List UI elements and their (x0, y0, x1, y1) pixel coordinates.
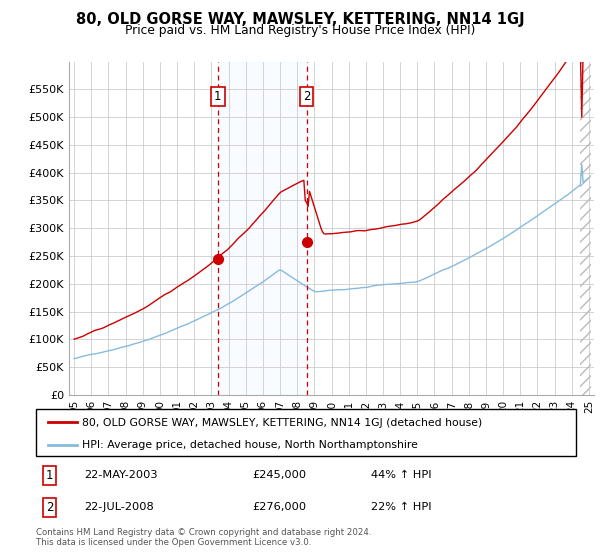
Text: 22-JUL-2008: 22-JUL-2008 (85, 502, 154, 512)
Text: 22% ↑ HPI: 22% ↑ HPI (371, 502, 431, 512)
Bar (218, 62, 307, 395)
Text: Contains HM Land Registry data © Crown copyright and database right 2024.
This d: Contains HM Land Registry data © Crown c… (36, 528, 371, 547)
Text: 44% ↑ HPI: 44% ↑ HPI (371, 470, 431, 480)
Text: £276,000: £276,000 (252, 502, 306, 512)
Text: 22-MAY-2003: 22-MAY-2003 (85, 470, 158, 480)
Text: HPI: Average price, detached house, North Northamptonshire: HPI: Average price, detached house, Nort… (82, 441, 418, 450)
Bar (580, 62, 592, 395)
Text: 1: 1 (214, 90, 221, 103)
Text: Price paid vs. HM Land Registry's House Price Index (HPI): Price paid vs. HM Land Registry's House … (125, 24, 475, 36)
Text: £245,000: £245,000 (252, 470, 306, 480)
Text: 80, OLD GORSE WAY, MAWSLEY, KETTERING, NN14 1GJ: 80, OLD GORSE WAY, MAWSLEY, KETTERING, N… (76, 12, 524, 27)
Text: 2: 2 (303, 90, 310, 103)
Text: 2: 2 (46, 501, 53, 514)
Text: 80, OLD GORSE WAY, MAWSLEY, KETTERING, NN14 1GJ (detached house): 80, OLD GORSE WAY, MAWSLEY, KETTERING, N… (82, 418, 482, 428)
Text: 1: 1 (46, 469, 53, 482)
